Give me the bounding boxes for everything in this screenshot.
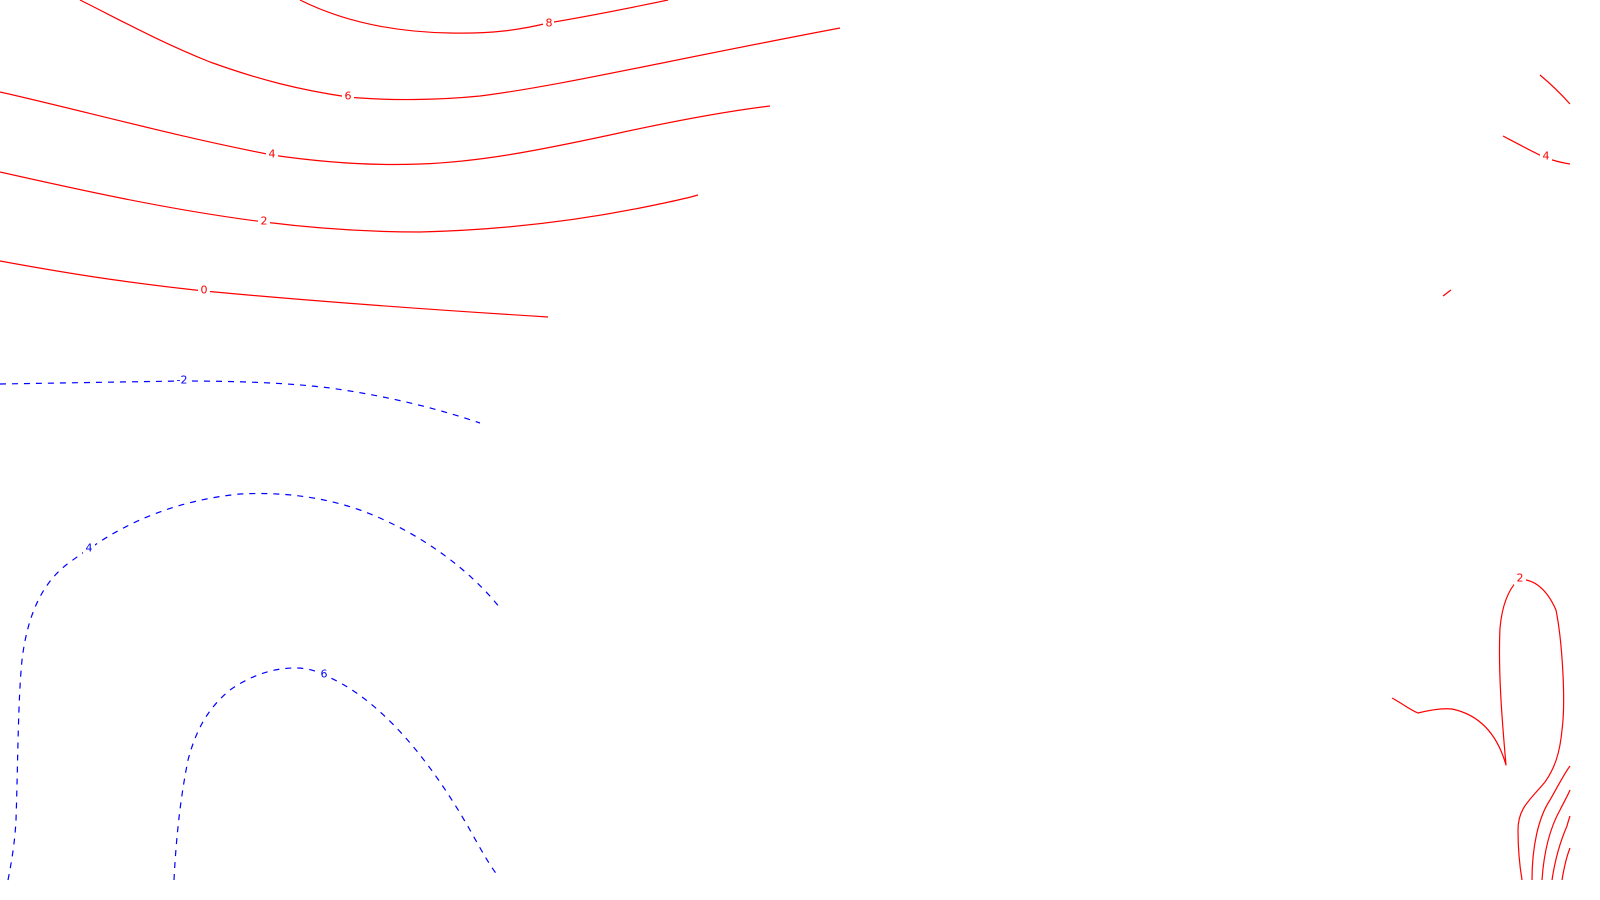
contour-line-neg-4 bbox=[7, 492, 501, 881]
contour-label-text: 4 bbox=[86, 542, 93, 555]
contour-label-right-4: 4 bbox=[1540, 150, 1552, 163]
contour-line-right-2-loop bbox=[1391, 579, 1565, 881]
contour-line-right-cluster-3 bbox=[1551, 815, 1571, 881]
contour-group-positive-right bbox=[1391, 74, 1571, 881]
contour-line-right-small bbox=[1442, 289, 1452, 297]
contour-label-4: 4 bbox=[266, 148, 278, 161]
contour-label-text: 8 bbox=[546, 17, 553, 30]
contour-line-neg-6 bbox=[173, 667, 499, 881]
contour-label-text: 4 bbox=[1543, 150, 1550, 163]
contour-labels: 8 6 4 2 0 -2 4 6 bbox=[83, 16, 1552, 681]
contour-line-8 bbox=[299, 0, 669, 34]
contour-label-text: 4 bbox=[269, 148, 276, 161]
contour-label-6: 6 bbox=[342, 90, 354, 103]
contour-label-neg-6: 6 bbox=[318, 668, 330, 681]
contour-line-6 bbox=[79, 0, 841, 101]
contour-label-text: 2 bbox=[1517, 572, 1524, 585]
contour-label-text: 6 bbox=[345, 90, 352, 103]
contour-label-text: 0 bbox=[201, 284, 208, 297]
contour-group-negative-lower-left bbox=[0, 380, 501, 881]
contour-line-right-top bbox=[1539, 74, 1571, 105]
contour-label-neg-2: -2 bbox=[174, 374, 190, 387]
contour-line-right-cluster-2 bbox=[1541, 789, 1571, 881]
contour-line-neg-2 bbox=[0, 380, 481, 424]
contour-label-8: 8 bbox=[543, 16, 554, 30]
contour-line-right-cluster-1 bbox=[1531, 765, 1571, 881]
contour-line-right-cluster-4 bbox=[1561, 847, 1571, 881]
contour-label-text: -2 bbox=[177, 374, 188, 387]
contour-line-0 bbox=[0, 260, 549, 318]
contour-line-right-4 bbox=[1502, 135, 1571, 165]
contour-label-0: 0 bbox=[198, 284, 210, 297]
contour-label-2: 2 bbox=[258, 215, 270, 228]
contour-label-text: 2 bbox=[261, 215, 268, 228]
contour-group-positive-upper-left bbox=[0, 0, 841, 318]
contour-label-neg-4: 4 bbox=[83, 542, 95, 555]
contour-line-2 bbox=[0, 171, 699, 233]
contour-label-text: 6 bbox=[321, 668, 328, 681]
contour-label-right-2: 2 bbox=[1514, 572, 1526, 585]
contour-line-4 bbox=[0, 91, 771, 166]
